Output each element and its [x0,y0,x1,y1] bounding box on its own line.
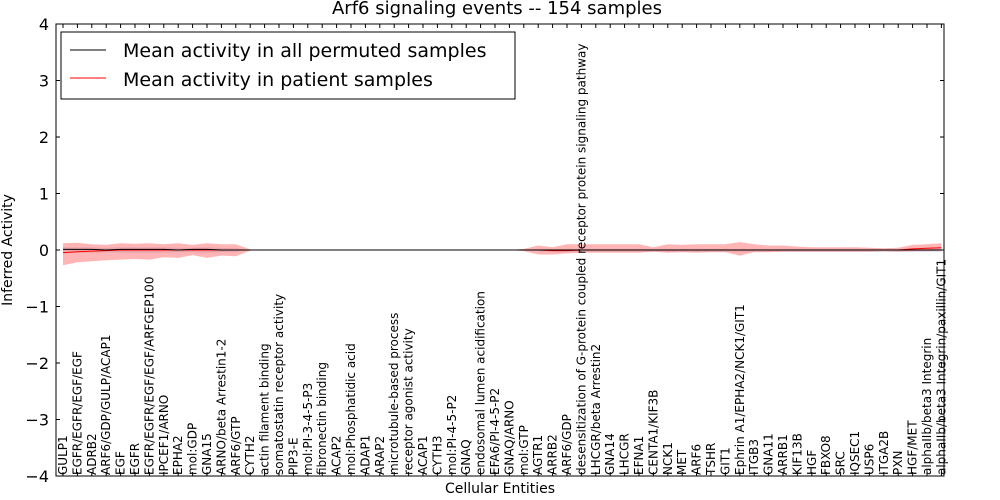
x-tick-label: ARNO/beta Arrestin1-2 [214,339,228,475]
x-tick-label: CYTH2 [243,436,257,476]
x-tick-label: ACAP2 [330,436,344,475]
x-tick-label: mol:GDP [186,423,200,475]
x-tick-label: alphaIIb/beta3 Integrin [920,338,934,475]
x-tick-label: SRC [834,451,848,475]
x-tick-label: EGFR/EGFR/EGF/EGF/ARFGEP100 [142,277,156,475]
x-tick-label: mol:GTP [517,425,531,475]
y-tick-label: −1 [25,298,49,317]
x-tick-label: NCK1 [661,442,675,475]
y-tick-label: 4 [39,15,49,34]
x-tick-label: HGF [805,450,819,475]
y-tick-label: 1 [39,185,49,204]
x-tick-label: mol:Phosphatidic acid [344,343,358,475]
x-tick-label: GNA15 [200,433,214,475]
x-tick-label: TSHR [704,443,718,476]
x-tick-label: AGTR1 [531,435,545,475]
y-tick-label: 3 [39,72,49,91]
x-tick-label: MET [675,449,689,475]
x-tick-label: ARF6/GDP/GULP/ACAP1 [99,335,113,475]
x-tick-label: ACAP1 [416,436,430,475]
x-tick-label: ADRB2 [85,433,99,475]
x-tick-label: EPHA2 [171,435,185,475]
x-tick-label: mol:PI-4-5-P2 [445,395,459,475]
x-tick-label: ARF6 [690,444,704,475]
x-tick-label: desensitization of G-protein coupled rec… [574,44,588,475]
y-tick-label: −4 [25,467,49,486]
x-tick-label: GULP1 [56,435,70,475]
x-tick-label: mol:PI-3-4-5-P3 [301,383,315,475]
x-tick-label: somatostatin receptor activity [272,294,286,475]
x-tick-label: HGF/MET [906,420,920,475]
legend: Mean activity in all permuted samples Me… [60,31,516,100]
x-tick-label: FBXO8 [819,435,833,475]
x-tick-label: GNA11 [762,433,776,475]
band-series-1 [63,242,942,266]
x-tick-label: GIT1 [718,447,732,475]
x-tick-label: EGFR/EGFR/EGF/EGF [70,351,84,475]
x-tick-label: EFA6/PI-4-5-P2 [488,388,502,475]
x-tick-label: LHCGR [618,433,632,475]
x-tick-label: IQSEC1 [848,431,862,475]
x-tick-label: endosomal lumen acidification [474,291,488,475]
legend-label-permuted: Mean activity in all permuted samples [123,40,486,62]
x-tick-label: EGF [114,451,128,475]
y-tick-label: 0 [39,241,49,260]
line-series-0 [63,248,942,251]
x-tick-label: fibronectin binding [315,362,329,475]
x-tick-label: CENTA1/KIF3B [646,390,660,475]
x-tick-label: IPCEF1/ARNO [157,395,171,475]
x-tick-label: EGFR [128,443,142,475]
x-tick-label: KIF13B [790,433,804,475]
x-tick-label: ARAP2 [373,436,387,475]
plot-area [62,242,942,266]
y-axis-label: Inferred Activity [0,194,16,306]
y-tick-label: −3 [25,411,49,430]
x-tick-label: microtubule-based process [387,313,401,475]
x-tick-label: EFNA1 [632,436,646,475]
x-tick-label: GNAQ [459,439,473,475]
x-tick-label: ARF6/GTP [229,416,243,475]
y-tick-label: 2 [39,128,49,147]
x-tick-label: ITGA2B [877,431,891,475]
x-tick-label: ADAP1 [358,435,372,475]
legend-box [60,31,516,100]
x-tick-label: ARRB2 [546,434,560,475]
x-tick-label: GNAQ/ARNO [502,400,516,475]
x-tick-label: LHCGR/beta Arrestin2 [589,344,603,475]
x-tick-label: receptor agonist activity [402,328,416,475]
x-tick-label: ITGB3 [747,439,761,475]
x-tick-label: GNA14 [603,433,617,475]
x-tick-label: ARF6/GDP [560,414,574,475]
x-tick-label: alphaIIb/beta3 Integrin/paxillin/GIT1 [934,259,948,475]
x-tick-label: CYTH3 [430,436,444,476]
legend-label-patient: Mean activity in patient samples [123,69,433,91]
x-tick-label: actin filament binding [258,343,272,475]
y-tick-label: −2 [25,354,49,373]
x-tick-label: ARRB1 [776,434,790,475]
x-axis-label: Cellular Entities [445,481,555,497]
x-tick-label: PXN [891,451,905,475]
chart-title: Arf6 signaling events -- 154 samples [332,0,662,19]
x-tick-label: Ephrin A1/EPHA2/NCK1/GIT1 [733,304,747,475]
x-tick-label: PIP3-E [286,437,300,475]
x-tick-label: USP6 [862,444,876,475]
